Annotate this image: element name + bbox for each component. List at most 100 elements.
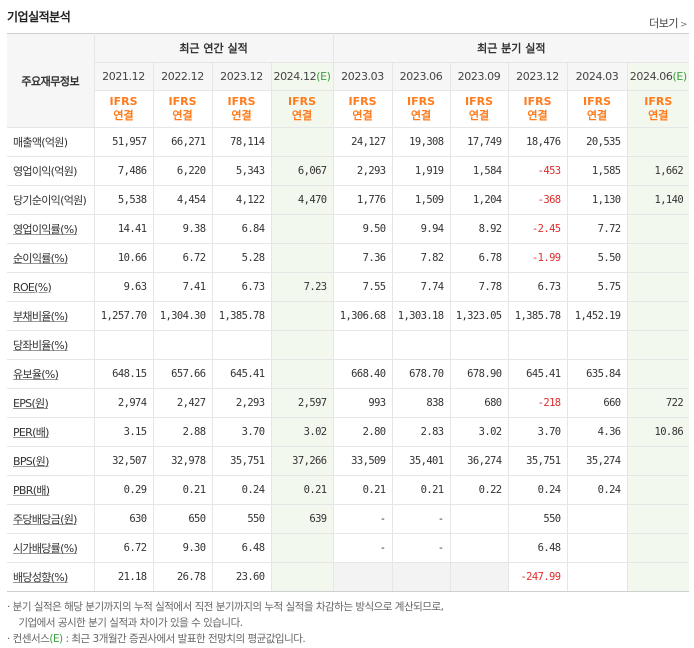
row-label[interactable]: PER(배) bbox=[7, 417, 95, 447]
period-header: 2023.09 bbox=[449, 62, 509, 91]
row-label[interactable]: 시가배당률(%) bbox=[7, 533, 95, 563]
row-label[interactable]: 당기순이익(억원) bbox=[7, 185, 95, 215]
table-cell: 993 bbox=[332, 388, 393, 418]
table-cell: 6.72 bbox=[93, 533, 154, 563]
table-row: 영업이익률(%) 14.41 9.38 6.84 9.50 9.94 8.92 -2.45 7.… bbox=[7, 214, 690, 244]
table-cell: 7,486 bbox=[93, 156, 154, 186]
row-label[interactable]: 영업이익률(%) bbox=[7, 214, 95, 244]
table-cell bbox=[270, 359, 334, 389]
row-label[interactable]: 배당성향(%) bbox=[7, 562, 95, 592]
table-cell: 6.48 bbox=[507, 533, 568, 563]
row-label[interactable]: ROE(%) bbox=[7, 272, 95, 302]
table-cell bbox=[270, 562, 334, 592]
table-cell: 1,662 bbox=[626, 156, 690, 186]
more-link[interactable]: 더보기 > bbox=[649, 15, 687, 31]
basis-header: IFRS 연결 bbox=[626, 90, 690, 128]
estimate-mark: (E) bbox=[316, 70, 331, 83]
row-label[interactable]: BPS(원) bbox=[7, 446, 95, 476]
row-label[interactable]: 유보율(%) bbox=[7, 359, 95, 389]
table-cell bbox=[626, 359, 690, 389]
table-cell bbox=[270, 533, 334, 563]
table-row: 순이익률(%) 10.66 6.72 5.28 7.36 7.82 6.78 -1.99 5.5… bbox=[7, 243, 690, 273]
basis-header: IFRS 연결 bbox=[332, 90, 393, 128]
table-cell: 2.80 bbox=[332, 417, 393, 447]
table-cell: 26.78 bbox=[152, 562, 213, 592]
period-header: 2023.03 bbox=[332, 62, 393, 91]
table-cell: 4,454 bbox=[152, 185, 213, 215]
basis-header: IFRS 연결 bbox=[270, 90, 334, 128]
table-cell: 1,385.78 bbox=[507, 301, 568, 331]
table-cell: 2,293 bbox=[211, 388, 272, 418]
table-cell: 35,401 bbox=[391, 446, 451, 476]
basis-header: IFRS 연결 bbox=[391, 90, 451, 128]
estimate-mark: (E) bbox=[672, 70, 687, 83]
table-cell: 648.15 bbox=[93, 359, 154, 389]
table-cell: 17,749 bbox=[449, 127, 509, 157]
table-cell: 1,204 bbox=[449, 185, 509, 215]
row-label[interactable]: 부채비율(%) bbox=[7, 301, 95, 331]
table-cell: 1,452.19 bbox=[566, 301, 628, 331]
table-cell: 2,974 bbox=[93, 388, 154, 418]
table-row: PER(배) 3.15 2.88 3.70 3.02 2.80 2.83 3.02 3.70 4.… bbox=[7, 417, 690, 447]
table-cell: 0.22 bbox=[449, 475, 509, 505]
row-label[interactable]: 당좌비율(%) bbox=[7, 330, 95, 360]
table-cell bbox=[449, 562, 509, 592]
table-cell: 2,597 bbox=[270, 388, 334, 418]
row-label[interactable]: PBR(배) bbox=[7, 475, 95, 505]
table-cell bbox=[566, 562, 628, 592]
period-header: 2024.12(E) bbox=[270, 62, 334, 91]
table-cell bbox=[626, 272, 690, 302]
table-cell bbox=[93, 330, 154, 360]
table-cell bbox=[507, 330, 568, 360]
table-cell bbox=[270, 214, 334, 244]
table-row: ROE(%) 9.63 7.41 6.73 7.23 7.55 7.74 7.78 6.73 5.… bbox=[7, 272, 690, 302]
basis-header: IFRS 연결 bbox=[211, 90, 272, 128]
table-cell: 2.88 bbox=[152, 417, 213, 447]
table-cell bbox=[152, 330, 213, 360]
table-cell: 14.41 bbox=[93, 214, 154, 244]
table-cell: 9.63 bbox=[93, 272, 154, 302]
table-cell: 1,584 bbox=[449, 156, 509, 186]
financial-table: 주요재무정보 최근 연간 실적 최근 분기 실적 2021.12 2022.12 2… bbox=[7, 33, 690, 592]
table-cell: 6.48 bbox=[211, 533, 272, 563]
table-cell: 1,257.70 bbox=[93, 301, 154, 331]
table-cell: - bbox=[332, 504, 393, 534]
table-cell: 1,303.18 bbox=[391, 301, 451, 331]
table-cell: 0.24 bbox=[211, 475, 272, 505]
table-cell: 639 bbox=[270, 504, 334, 534]
row-label[interactable]: EPS(원) bbox=[7, 388, 95, 418]
table-cell: 3.02 bbox=[270, 417, 334, 447]
table-cell: 6.84 bbox=[211, 214, 272, 244]
table-row: 당좌비율(%) bbox=[7, 330, 690, 360]
table-cell: 5,343 bbox=[211, 156, 272, 186]
table-cell bbox=[626, 243, 690, 273]
table-cell bbox=[626, 214, 690, 244]
footnote-line-1: · 분기 실적은 해당 분기까지의 누적 실적에서 직전 분기까지의 누적 실적… bbox=[7, 601, 444, 613]
table-cell: 18,476 bbox=[507, 127, 568, 157]
row-label[interactable]: 영업이익(억원) bbox=[7, 156, 95, 186]
table-cell: 7.78 bbox=[449, 272, 509, 302]
table-cell: 680 bbox=[449, 388, 509, 418]
row-label[interactable]: 순이익률(%) bbox=[7, 243, 95, 273]
row-label[interactable]: 매출액(억원) bbox=[7, 127, 95, 157]
period-header: 2024.03 bbox=[566, 62, 628, 91]
table-cell bbox=[626, 330, 690, 360]
table-cell bbox=[391, 562, 451, 592]
table-cell bbox=[626, 562, 690, 592]
table-cell bbox=[626, 504, 690, 534]
table-cell bbox=[211, 330, 272, 360]
table-row: EPS(원) 2,974 2,427 2,293 2,597 993 838 680 -218 6… bbox=[7, 388, 690, 418]
table-cell: 2.83 bbox=[391, 417, 451, 447]
table-cell: 1,130 bbox=[566, 185, 628, 215]
basis-header: IFRS 연결 bbox=[507, 90, 568, 128]
row-label[interactable]: 주당배당금(원) bbox=[7, 504, 95, 534]
table-cell bbox=[626, 446, 690, 476]
table-cell bbox=[566, 504, 628, 534]
table-cell: 6.78 bbox=[449, 243, 509, 273]
table-row: 부채비율(%) 1,257.70 1,304.30 1,385.78 1,306.68 1… bbox=[7, 301, 690, 331]
table-cell bbox=[332, 562, 393, 592]
table-cell: 7.82 bbox=[391, 243, 451, 273]
group-quarter-header: 최근 분기 실적 bbox=[332, 33, 690, 63]
table-cell bbox=[270, 330, 334, 360]
table-cell bbox=[449, 330, 509, 360]
